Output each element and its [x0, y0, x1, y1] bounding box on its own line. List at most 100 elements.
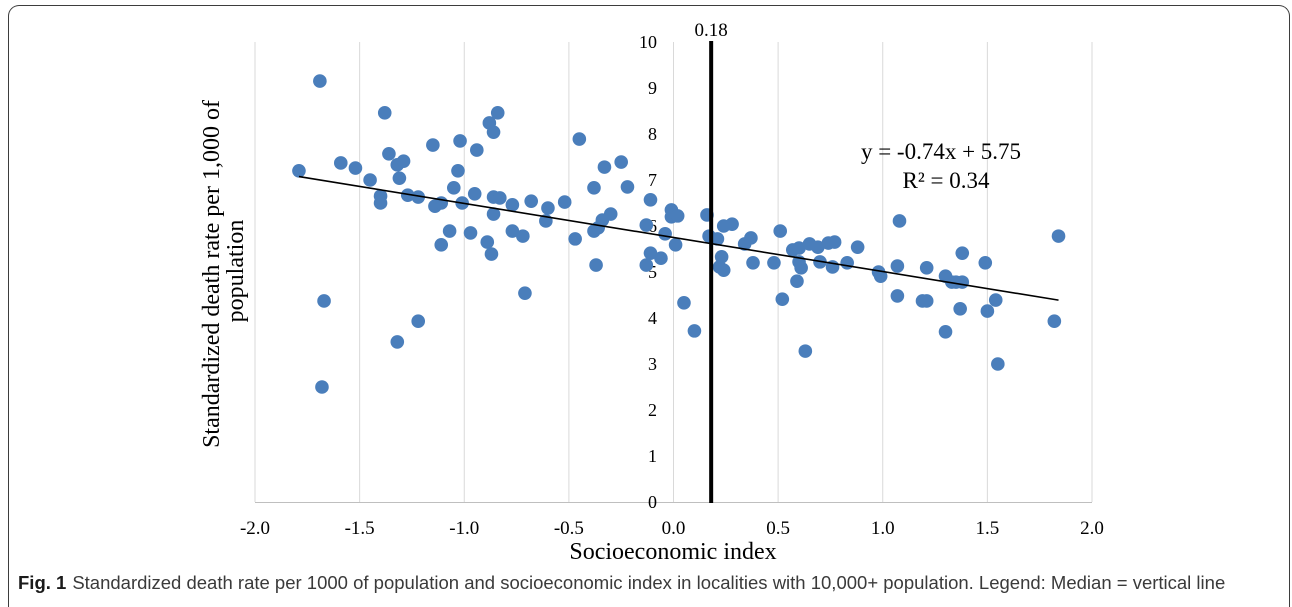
scatter-point	[453, 134, 467, 148]
scatter-point	[493, 191, 507, 205]
scatter-point	[668, 238, 683, 252]
scatter-point	[463, 226, 478, 240]
x-tick-label: 2.0	[1080, 518, 1104, 539]
scatter-point	[587, 181, 601, 195]
scatter-point	[442, 224, 457, 238]
x-axis-title: Socioeconomic index	[569, 539, 776, 565]
x-tick-label: 1.0	[871, 518, 895, 539]
scatter-point	[505, 224, 520, 238]
scatter-points	[292, 74, 1066, 394]
scatter-point	[524, 194, 539, 208]
scatter-point	[725, 217, 739, 231]
scatter-point	[541, 201, 555, 215]
scatter-point	[798, 344, 813, 358]
scatter-point	[377, 106, 392, 120]
scatter-point	[518, 286, 532, 300]
scatter-point	[767, 255, 781, 270]
scatter-point	[470, 143, 484, 157]
scatter-point	[716, 263, 731, 277]
y-tick-label: 10	[639, 32, 657, 52]
scatter-point	[988, 293, 1003, 307]
x-tick-label: 1.5	[976, 518, 1000, 539]
scatter-point	[919, 294, 934, 308]
scatter-point	[955, 246, 970, 260]
scatter-point	[670, 209, 685, 223]
x-tick-labels: -2.0 -1.5 -1.0 -0.5 0.0 0.5 1.0 1.5 2.0	[240, 518, 1104, 539]
scatter-point	[382, 146, 396, 161]
scatter-point	[426, 138, 440, 152]
y-tick-labels: 012345678910	[639, 32, 657, 512]
scatter-point	[484, 247, 499, 261]
scatter-point	[568, 232, 582, 246]
scatter-point	[746, 255, 760, 270]
scatter-point	[490, 106, 505, 120]
scatter-point	[687, 324, 702, 338]
scatter-point	[639, 258, 654, 272]
x-tick-label: -2.0	[240, 518, 270, 539]
y-tick-label: 1	[648, 446, 657, 466]
scatter-point	[486, 207, 501, 221]
median-label: 0.18	[695, 20, 728, 41]
r-squared-label: R² = 0.34	[903, 168, 990, 193]
scatter-point	[919, 261, 934, 275]
scatter-point	[557, 195, 572, 209]
scatter-point	[639, 218, 654, 232]
scatter-point	[827, 235, 842, 249]
scatter-point	[317, 294, 331, 308]
scatter-point	[980, 304, 995, 318]
scatter-chart: -2.0-1.5-1.0-0.50.00.51.01.52.0 01234567…	[199, 20, 1104, 565]
y-tick-label: 5	[648, 262, 657, 282]
scatter-point	[603, 207, 618, 221]
scatter-point	[516, 229, 530, 243]
scatter-point	[890, 259, 905, 273]
scatter-point	[850, 240, 865, 254]
y-tick-label: 9	[648, 78, 657, 98]
scatter-point	[794, 261, 808, 275]
scatter-point	[775, 292, 790, 306]
scatter-point	[978, 255, 993, 270]
scatter-point	[434, 238, 449, 252]
scatter-point	[677, 296, 691, 310]
caption-figure-label: Fig. 1	[18, 572, 67, 593]
y-tick-label: 2	[648, 400, 657, 420]
scatter-point	[451, 164, 465, 178]
scatter-point	[505, 198, 520, 212]
scatter-point	[840, 255, 854, 270]
scatter-point	[811, 240, 825, 254]
scatter-point	[654, 251, 668, 265]
scatter-point	[589, 258, 603, 272]
x-tick-label: -1.5	[345, 518, 375, 539]
scatter-point	[938, 325, 953, 339]
x-tick-label: 0.0	[662, 518, 686, 539]
trendline	[298, 175, 1059, 301]
scatter-point	[873, 269, 888, 283]
scatter-point	[313, 74, 327, 88]
scatter-point	[597, 160, 612, 174]
gridlines	[254, 42, 1093, 502]
scatter-point	[446, 181, 461, 195]
scatter-point	[773, 224, 788, 238]
scatter-point	[892, 214, 907, 228]
scatter-point	[390, 335, 405, 349]
y-tick-label: 0	[648, 492, 657, 512]
scatter-point	[614, 155, 628, 169]
scatter-point	[1047, 314, 1062, 329]
scatter-point	[790, 274, 804, 289]
scatter-point	[400, 188, 415, 202]
caption-text: Standardized death rate per 1000 of popu…	[72, 572, 1226, 593]
scatter-point	[792, 241, 806, 255]
scatter-point	[710, 232, 725, 246]
y-tick-label: 4	[648, 308, 657, 328]
scatter-point	[411, 190, 426, 204]
scatter-point	[643, 246, 658, 260]
scatter-point	[486, 125, 501, 139]
scatter-point	[363, 173, 377, 187]
scatter-point	[480, 235, 495, 249]
scatter-point	[392, 171, 407, 185]
figure-frame	[8, 5, 1290, 607]
x-tick-label: -1.0	[449, 518, 479, 539]
scatter-point	[714, 250, 729, 264]
scatter-point	[572, 132, 587, 146]
x-tick-label: -0.5	[554, 518, 584, 539]
